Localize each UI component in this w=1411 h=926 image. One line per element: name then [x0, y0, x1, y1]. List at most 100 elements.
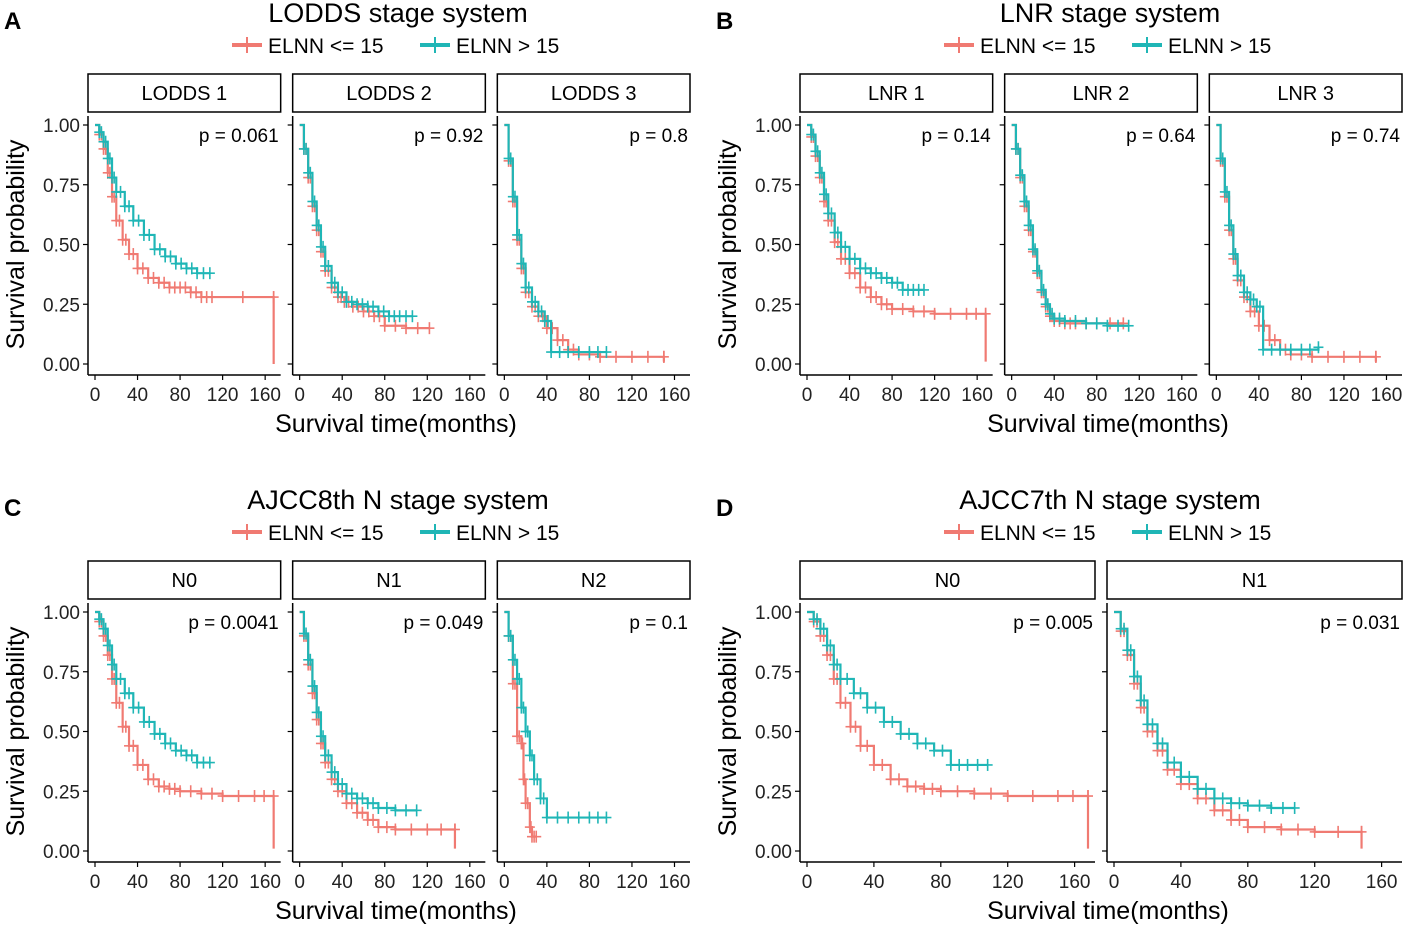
x-tick-label: 80 [1086, 385, 1107, 406]
y-tick-label: 0.50 [755, 236, 792, 257]
strip-box [799, 73, 994, 113]
p-value: p = 0.8 [629, 126, 688, 147]
panel-label: C [4, 495, 21, 522]
panel-2: N1 0 40 80 120 160 p = 0.031 [1102, 560, 1403, 893]
x-tick-label: 0 [1006, 385, 1017, 406]
p-value: p = 0.061 [199, 126, 279, 147]
x-tick-label: 0 [294, 385, 305, 406]
chart-title: AJCC8th N stage system [247, 485, 549, 515]
panel-3: LODDS 3 0 40 80 120 160 p = 0.8 [492, 73, 691, 406]
legend: ELNN <= 15 ELNN > 15 [944, 35, 1271, 58]
strip-label: LODDS 1 [142, 83, 228, 105]
x-tick-label: 0 [802, 872, 813, 893]
x-tick-label: 0 [499, 385, 510, 406]
y-tick-label: 0.00 [43, 355, 80, 376]
legend-label-long: ELNN > 15 [1168, 35, 1271, 58]
x-tick-label: 120 [919, 385, 951, 406]
x-tick-label: 40 [332, 385, 353, 406]
legend-label-short: ELNN <= 15 [980, 35, 1096, 58]
curve-elnn-le15 [807, 610, 1090, 849]
x-tick-label: 80 [1237, 872, 1258, 893]
x-axis-title: Survival time(months) [275, 897, 517, 925]
y-tick-label: 0.50 [755, 723, 792, 744]
legend-label-long: ELNN > 15 [456, 522, 559, 545]
x-tick-label: 120 [411, 872, 443, 893]
panel-1: N0 0.00 0.25 0.50 0.75 1.00 0 40 80 120 160 p = 0.0… [755, 560, 1096, 893]
strip-box [291, 560, 487, 600]
x-tick-label: 120 [207, 872, 239, 893]
curve-elnn-le15 [504, 610, 537, 838]
strip-label: LODDS 2 [346, 83, 432, 105]
y-tick-label: 0.75 [43, 663, 80, 684]
x-tick-label: 80 [1291, 385, 1312, 406]
curve-elnn-gt15 [1216, 123, 1320, 351]
x-tick-label: 0 [294, 872, 305, 893]
x-tick-label: 80 [930, 872, 951, 893]
chart-title: LODDS stage system [268, 0, 528, 28]
y-tick-label: 0.50 [43, 723, 80, 744]
curve-elnn-le15 [504, 123, 665, 362]
curve-elnn-gt15 [807, 610, 988, 767]
chart-B: B LNR stage system ELNN <= 15 ELNN > 15 Surv… [714, 0, 1403, 438]
strip-label: N0 [935, 570, 961, 592]
p-value: p = 0.74 [1331, 126, 1401, 147]
x-tick-label: 80 [170, 385, 191, 406]
x-tick-label: 80 [882, 385, 903, 406]
x-tick-label: 0 [1109, 872, 1120, 893]
y-tick-label: 0.75 [43, 176, 80, 197]
x-tick-label: 0 [90, 385, 101, 406]
x-tick-label: 160 [1371, 385, 1403, 406]
legend-label-long: ELNN > 15 [1168, 522, 1271, 545]
y-tick-label: 0.00 [755, 842, 792, 863]
x-tick-label: 160 [249, 385, 281, 406]
x-tick-label: 160 [454, 385, 486, 406]
y-tick-label: 0.25 [43, 782, 80, 803]
x-tick-label: 120 [207, 385, 239, 406]
chart-D: D AJCC7th N stage system ELNN <= 15 ELNN > … [714, 485, 1403, 925]
x-tick-label: 160 [249, 872, 281, 893]
chart-C: C AJCC8th N stage system ELNN <= 15 ELNN > … [2, 485, 691, 925]
legend: ELNN <= 15 ELNN > 15 [232, 522, 559, 545]
curve-elnn-le15 [807, 123, 987, 362]
x-tick-label: 40 [839, 385, 860, 406]
p-value: p = 0.1 [629, 613, 688, 634]
x-tick-label: 80 [374, 385, 395, 406]
p-value: p = 0.031 [1320, 613, 1400, 634]
strip-box [799, 560, 1096, 600]
strip-box [87, 73, 282, 113]
panel-1: LODDS 1 0.00 0.25 0.50 0.75 1.00 0 40 80 120 160 p … [43, 73, 282, 406]
x-tick-label: 160 [659, 385, 691, 406]
x-tick-label: 120 [616, 385, 648, 406]
legend: ELNN <= 15 ELNN > 15 [944, 522, 1271, 545]
curve-elnn-le15 [1114, 610, 1363, 849]
x-tick-label: 0 [499, 872, 510, 893]
y-tick-label: 1.00 [755, 603, 792, 624]
y-tick-label: 0.00 [43, 842, 80, 863]
strip-label: N1 [1242, 570, 1268, 592]
strip-label: LNR 1 [868, 83, 925, 105]
y-axis-title: Survival probability [714, 139, 742, 349]
x-tick-label: 80 [374, 872, 395, 893]
strip-box [496, 560, 691, 600]
p-value: p = 0.92 [414, 126, 483, 147]
panel-1: N0 0.00 0.25 0.50 0.75 1.00 0 40 80 120 160 p = 0.0… [43, 560, 282, 893]
x-tick-label: 80 [579, 385, 600, 406]
strip-label: LNR 2 [1073, 83, 1130, 105]
x-tick-label: 0 [802, 385, 813, 406]
x-tick-label: 80 [170, 872, 191, 893]
y-tick-label: 0.75 [755, 176, 792, 197]
curve-elnn-le15 [95, 610, 275, 849]
curve-elnn-le15 [95, 123, 275, 364]
x-tick-label: 120 [1328, 385, 1360, 406]
x-tick-label: 40 [536, 872, 557, 893]
strip-box [1106, 560, 1403, 600]
x-axis-title: Survival time(months) [275, 410, 517, 438]
x-tick-label: 40 [1248, 385, 1269, 406]
x-tick-label: 160 [454, 872, 486, 893]
x-tick-label: 80 [579, 872, 600, 893]
x-tick-label: 40 [1170, 872, 1191, 893]
x-tick-label: 160 [1059, 872, 1091, 893]
legend-label-long: ELNN > 15 [456, 35, 559, 58]
chart-title: LNR stage system [1000, 0, 1221, 28]
